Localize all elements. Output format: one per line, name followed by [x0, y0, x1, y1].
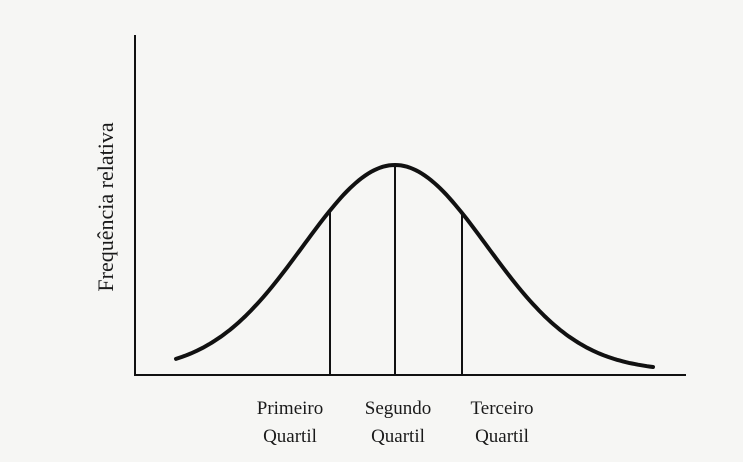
quartile-label: Quartil: [371, 426, 425, 447]
normal-curve: [174, 162, 655, 369]
quartile-label: Segundo: [365, 398, 432, 419]
y-axis-label: Frequência relativa: [93, 122, 118, 291]
quartile-label: Primeiro: [257, 398, 324, 419]
quartile-label: Quartil: [263, 426, 317, 447]
quartile-label: Terceiro: [470, 398, 533, 419]
quartile-label: Quartil: [475, 426, 529, 447]
quartiles: Primeiro Quartil Segundo Quartil Terceiro Qua…: [257, 165, 534, 447]
